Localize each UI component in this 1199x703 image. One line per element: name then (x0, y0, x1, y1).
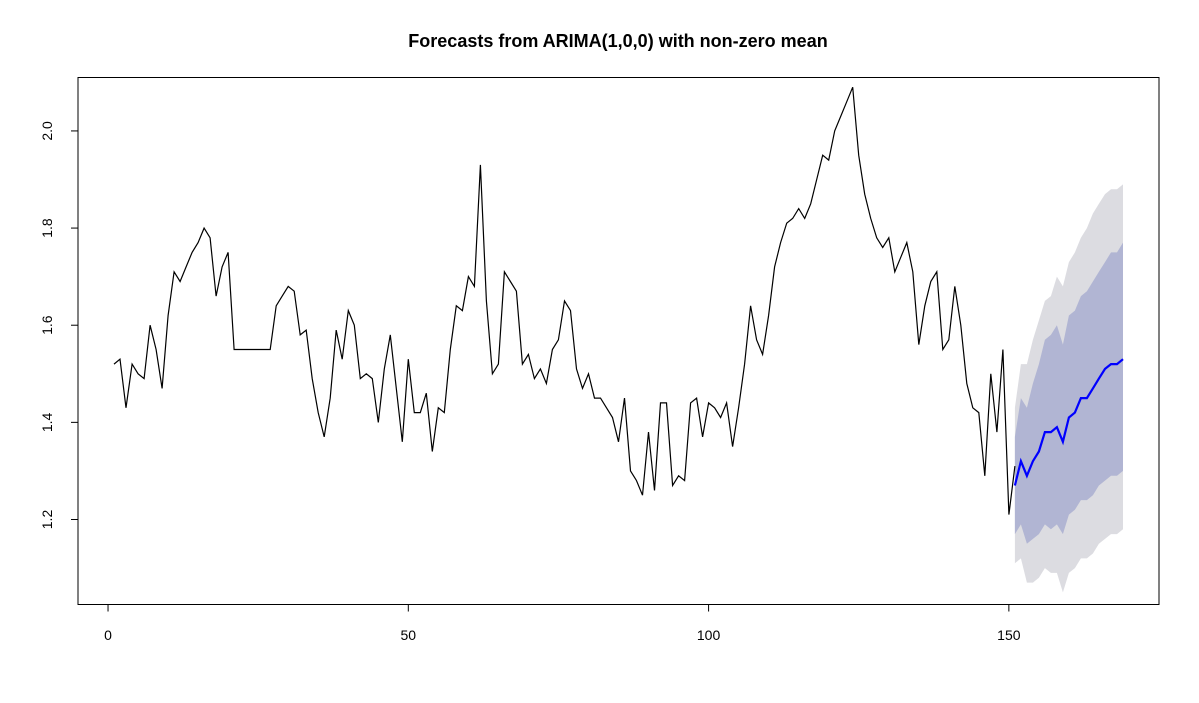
y-tick-label: 1.2 (39, 510, 55, 530)
plot-frame (77, 77, 1160, 605)
y-tick-label: 1.6 (39, 315, 55, 335)
x-tick-label: 0 (104, 627, 112, 643)
series-lines (113, 86, 1124, 515)
chart-title: Forecasts from ARIMA(1,0,0) with non-zer… (408, 31, 827, 51)
observed-series-line (113, 86, 1016, 515)
x-tick-label: 150 (997, 627, 1021, 643)
y-tick-label: 2.0 (39, 121, 55, 141)
forecast-mean-line (1013, 358, 1124, 486)
y-tick-label: 1.4 (39, 412, 55, 432)
prediction-intervals (1014, 184, 1123, 593)
band-80 (1014, 242, 1123, 544)
x-tick-label: 50 (401, 627, 417, 643)
y-tick-label: 1.8 (39, 218, 55, 238)
x-tick-label: 100 (697, 627, 721, 643)
x-axis: 0 50 100 150 (104, 604, 1021, 643)
y-axis: 1.2 1.4 1.6 1.8 2.0 (39, 121, 79, 530)
